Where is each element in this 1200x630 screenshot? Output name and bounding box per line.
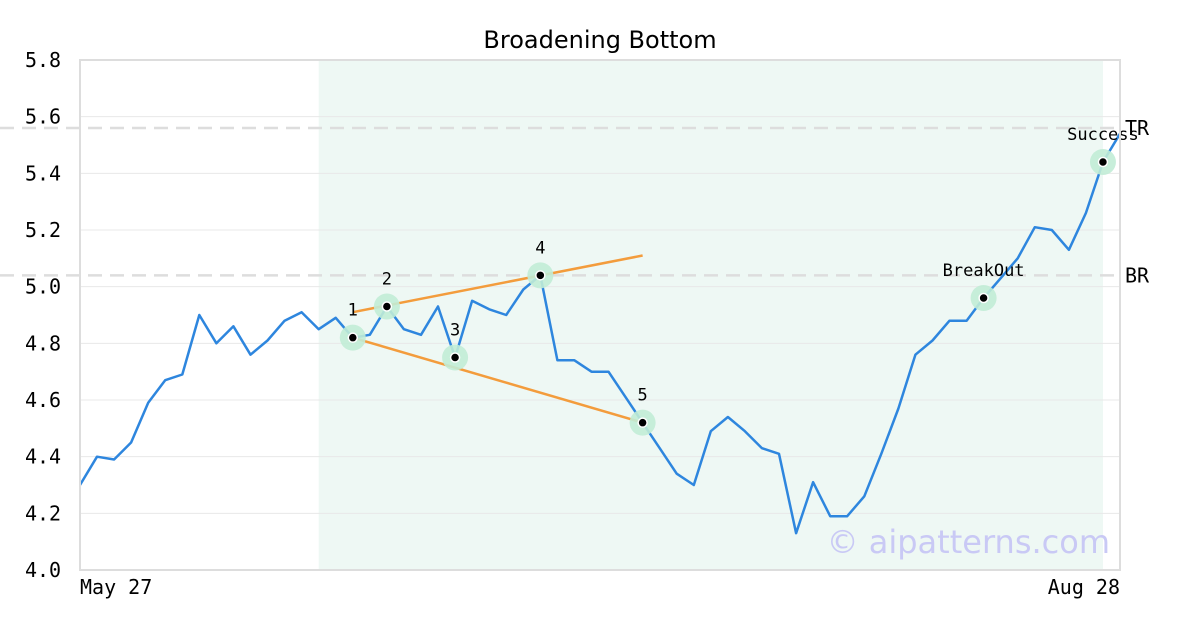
y-tick-label: 5.6 [25, 105, 61, 129]
point-marker [535, 270, 546, 281]
point-marker [1097, 156, 1109, 168]
x-tick-label: Aug 28 [1048, 575, 1120, 599]
point-marker [637, 417, 648, 428]
point-label: 3 [450, 321, 460, 341]
watermark: © aipatterns.com [827, 523, 1110, 561]
pattern-region [318, 60, 1103, 570]
price-line [78, 133, 1122, 535]
point-label: 2 [382, 270, 392, 290]
y-tick-label: 4.0 [25, 558, 61, 582]
point-marker [347, 332, 359, 343]
point-label: 4 [535, 238, 545, 258]
y-tick-label: 4.8 [25, 331, 61, 355]
y-tick-label: 5.0 [25, 275, 61, 299]
point-label: BreakOut [943, 261, 1025, 281]
y-tick-label: 4.2 [25, 501, 61, 525]
reference-label-tr: TR [1125, 116, 1150, 140]
chart-title: Broadening Bottom [483, 26, 716, 54]
lower-trendline [352, 336, 643, 424]
y-tick-label: 4.6 [25, 388, 61, 412]
point-marker [381, 301, 393, 312]
reference-label-br: BR [1125, 263, 1150, 287]
point-label: 5 [637, 386, 647, 406]
point-marker [978, 292, 989, 304]
y-tick-label: 5.4 [25, 161, 61, 185]
y-tick-label: 4.4 [25, 445, 61, 469]
point-marker [449, 352, 461, 363]
y-tick-label: 5.2 [25, 218, 61, 242]
x-tick-label: May 27 [80, 575, 152, 599]
point-label: 1 [348, 301, 358, 321]
plot-frame [79, 59, 1121, 571]
y-tick-label: 5.8 [25, 48, 61, 72]
upper-trendline [352, 254, 643, 314]
